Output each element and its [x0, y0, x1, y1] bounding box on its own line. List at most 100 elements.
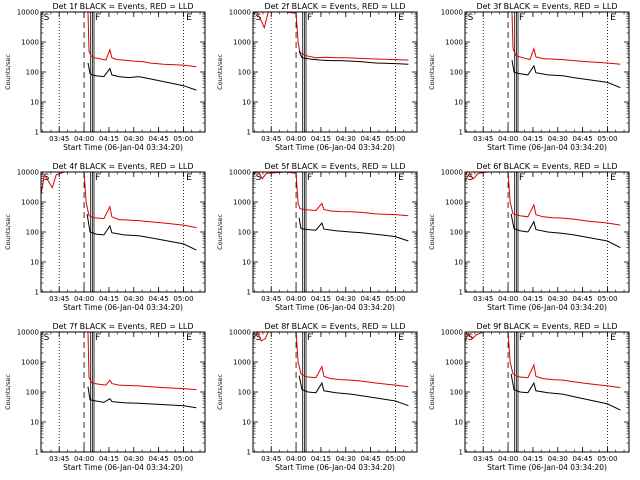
series-group [509, 12, 621, 89]
marker-S: S [468, 333, 474, 343]
series-lld [86, 332, 197, 391]
x-tick-label: 04:15 [99, 295, 119, 303]
x-tick-label: 04:45 [573, 295, 593, 303]
series-group [41, 172, 197, 251]
y-axis-label: Counts/sec [216, 214, 224, 250]
x-tick-label: 04:00 [74, 295, 94, 303]
x-tick-label: 04:00 [74, 455, 94, 463]
y-axis-label: Counts/sec [428, 214, 436, 250]
x-tick-label: 04:00 [498, 455, 518, 463]
series-group [465, 172, 621, 249]
y-axis-label: Counts/sec [4, 54, 12, 90]
plot-frame [464, 331, 630, 453]
x-tick-label: 04:30 [124, 455, 144, 463]
series-group [253, 172, 409, 242]
x-tick-label: 03:45 [49, 295, 69, 303]
x-tick-label: 04:45 [149, 295, 169, 303]
x-tick-label: 03:45 [473, 295, 493, 303]
x-tick-label: 04:15 [311, 455, 331, 463]
y-tick-label: 1 [459, 129, 463, 137]
x-tick-label: 04:00 [498, 135, 518, 143]
x-tick-label: 04:00 [286, 135, 306, 143]
x-tick-label: 03:45 [261, 455, 281, 463]
marker-S: S [44, 333, 50, 343]
x-tick-label: 04:45 [361, 455, 381, 463]
series-events [298, 375, 409, 407]
series-group [253, 332, 409, 407]
marker-S: S [468, 173, 474, 183]
x-tick-label: 03:45 [261, 135, 281, 143]
x-axis-label: Start Time (06-Jan-04 03:34:20) [275, 463, 395, 472]
y-axis-label: Counts/sec [4, 374, 12, 410]
y-tick-label: 1 [247, 129, 251, 137]
series-events [298, 217, 409, 242]
plot-frame [40, 11, 206, 133]
x-tick-label: 04:15 [523, 455, 543, 463]
y-axis-label: Counts/sec [216, 374, 224, 410]
series-events [510, 373, 621, 411]
x-tick-label: 04:15 [523, 295, 543, 303]
marker-F: F [95, 13, 100, 23]
marker-S: S [256, 173, 262, 183]
series-lld [253, 332, 409, 388]
plot-frame [252, 11, 418, 133]
y-tick-label: 10000 [229, 329, 251, 337]
marker-E: E [398, 333, 404, 343]
x-axis-label: Start Time (06-Jan-04 03:34:20) [63, 143, 183, 152]
y-axis-label: Counts/sec [216, 54, 224, 90]
panel-title: Det 7f BLACK = Events, RED = LLD [52, 322, 193, 331]
panel-title: Det 8f BLACK = Events, RED = LLD [264, 322, 405, 331]
y-tick-label: 1 [35, 289, 39, 297]
panel-title: Det 2f BLACK = Events, RED = LLD [264, 2, 405, 11]
x-tick-label: 05:00 [173, 135, 193, 143]
marker-S: S [256, 333, 262, 343]
y-tick-label: 1000 [21, 199, 39, 207]
y-tick-label: 1000 [233, 39, 251, 47]
x-tick-label: 03:45 [473, 135, 493, 143]
marker-F: F [519, 333, 524, 343]
x-tick-label: 04:30 [548, 295, 568, 303]
y-tick-label: 100 [450, 69, 463, 77]
x-axis-label: Start Time (06-Jan-04 03:34:20) [63, 303, 183, 312]
x-tick-label: 04:00 [498, 295, 518, 303]
marker-E: E [186, 333, 192, 343]
x-tick-label: 04:30 [336, 135, 356, 143]
y-tick-label: 10000 [441, 9, 463, 17]
marker-E: E [186, 13, 192, 23]
y-axis-label: Counts/sec [428, 374, 436, 410]
y-tick-label: 10 [454, 99, 463, 107]
y-tick-label: 10000 [17, 169, 39, 177]
y-tick-label: 10 [242, 99, 251, 107]
y-tick-label: 10 [30, 419, 39, 427]
x-axis-label: Start Time (06-Jan-04 03:34:20) [487, 303, 607, 312]
panel-title: Det 9f BLACK = Events, RED = LLD [476, 322, 617, 331]
y-tick-label: 1000 [21, 39, 39, 47]
marker-F: F [519, 13, 524, 23]
series-group [253, 12, 409, 65]
x-tick-label: 04:15 [311, 135, 331, 143]
marker-F: F [519, 173, 524, 183]
y-tick-label: 10 [454, 259, 463, 267]
x-tick-label: 04:45 [149, 455, 169, 463]
plot-frame [252, 331, 418, 453]
y-tick-label: 10 [242, 419, 251, 427]
y-tick-label: 10000 [17, 9, 39, 17]
panel-title: Det 6f BLACK = Events, RED = LLD [476, 162, 617, 171]
series-lld [253, 172, 409, 217]
y-tick-label: 10 [30, 259, 39, 267]
y-tick-label: 1000 [233, 359, 251, 367]
y-tick-label: 100 [26, 69, 39, 77]
x-tick-label: 04:00 [286, 455, 306, 463]
y-tick-label: 1 [35, 449, 39, 457]
x-tick-label: 04:00 [286, 295, 306, 303]
plot-frame [252, 171, 418, 293]
x-tick-label: 03:45 [473, 455, 493, 463]
x-axis-label: Start Time (06-Jan-04 03:34:20) [63, 463, 183, 472]
y-tick-label: 1 [247, 449, 251, 457]
series-lld [465, 172, 621, 226]
